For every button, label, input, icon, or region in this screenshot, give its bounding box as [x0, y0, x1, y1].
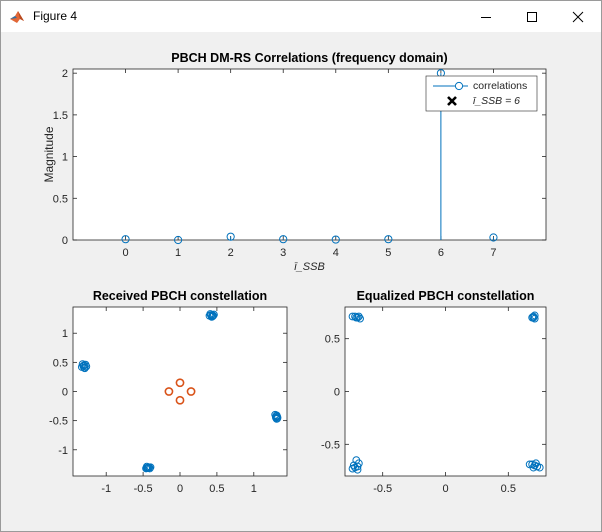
y-tick-label: 0.5	[53, 193, 68, 205]
y-tick-label: -1	[58, 445, 68, 457]
x-tick-label: 3	[280, 247, 286, 259]
x-tick-label: 0	[177, 483, 183, 495]
title-bar[interactable]: Figure 4	[1, 1, 601, 32]
y-tick-label: 1.5	[53, 110, 68, 122]
chart-title: PBCH DM-RS Correlations (frequency domai…	[171, 51, 447, 65]
scatter-point	[208, 311, 217, 320]
scatter-point	[353, 465, 362, 474]
scatter-point	[142, 463, 151, 472]
x-tick-label: -0.5	[134, 483, 153, 495]
x-tick-label: 1	[175, 247, 181, 259]
y-tick-label: 0	[62, 387, 68, 399]
y-tick-label: -0.5	[321, 439, 340, 451]
axes-equalized-constellation	[344, 306, 547, 477]
scatter-point	[175, 378, 185, 388]
scatter-point	[80, 363, 88, 372]
legend-entry: ī_SSB = 6	[473, 95, 520, 107]
scatter-point	[272, 412, 280, 421]
matlab-icon	[10, 11, 24, 23]
close-button[interactable]	[555, 1, 601, 32]
legend-entry: correlations	[473, 80, 527, 92]
y-tick-label: 0.5	[325, 334, 340, 346]
scatter-point	[272, 411, 281, 420]
scatter-point	[530, 311, 539, 320]
maximize-button[interactable]	[509, 1, 555, 32]
x-tick-label: 6	[438, 247, 444, 259]
x-tick-label: 0	[442, 483, 448, 495]
scatter-point	[356, 314, 364, 323]
stem-marker	[489, 233, 498, 242]
y-tick-label: 1	[62, 152, 68, 164]
chart-title: Received PBCH constellation	[93, 289, 267, 303]
scatter-point	[175, 395, 185, 405]
minimize-button[interactable]	[463, 1, 509, 32]
y-axis-label: Magnitude	[42, 126, 56, 182]
stem-marker	[226, 232, 235, 241]
x-tick-label: 0.5	[501, 483, 516, 495]
maximize-icon	[527, 12, 537, 22]
scatter-point	[529, 463, 538, 472]
x-tick-label: -1	[101, 483, 111, 495]
stem-marker	[121, 235, 130, 244]
legend-marker	[454, 81, 464, 91]
scatter-point	[145, 464, 154, 473]
y-tick-label: -0.5	[49, 416, 68, 428]
scatter-point	[354, 312, 363, 321]
scatter-point	[532, 459, 540, 468]
x-tick-label: 1	[251, 483, 257, 495]
y-tick-label: 0	[334, 387, 340, 399]
minimize-icon	[481, 17, 491, 18]
x-tick-label: 7	[490, 247, 496, 259]
chart-title: Equalized PBCH constellation	[357, 289, 535, 303]
stem-marker	[331, 235, 340, 244]
x-tick-label: 5	[385, 247, 391, 259]
stem-marker	[174, 235, 183, 245]
window-title: Figure 4	[33, 9, 78, 23]
scatter-point	[529, 313, 538, 322]
scatter-point	[348, 312, 357, 321]
x-axis-label: ī_SSB	[294, 261, 325, 273]
x-tick-label: -0.5	[373, 483, 392, 495]
scatter-point	[186, 387, 196, 396]
y-tick-label: 0	[62, 235, 68, 247]
legend-box	[425, 75, 538, 112]
x-tick-label: 2	[228, 247, 234, 259]
y-tick-label: 0.5	[53, 357, 68, 369]
scatter-point	[80, 364, 89, 373]
x-tick-label: 0	[122, 247, 128, 259]
scatter-point	[273, 414, 282, 423]
axes-received-constellation	[72, 306, 288, 477]
y-tick-label: 2	[62, 68, 68, 80]
scatter-point	[164, 387, 174, 396]
legend-x-marker	[447, 96, 457, 106]
y-tick-label: 1	[62, 328, 68, 340]
x-tick-label: 4	[333, 247, 339, 259]
stem-marker	[279, 235, 288, 244]
x-tick-label: 0.5	[209, 483, 224, 495]
stem-marker	[384, 235, 393, 244]
close-icon	[572, 11, 584, 23]
